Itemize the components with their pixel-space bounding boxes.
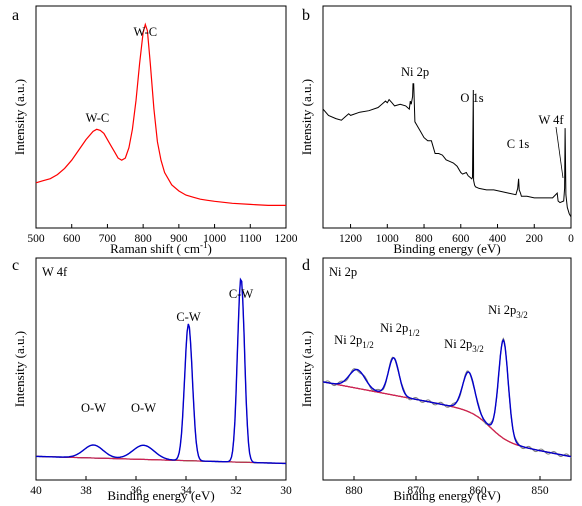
annotations-b: Ni 2p O 1s C 1s W 4f <box>401 65 564 179</box>
y-axis-label-a: Intensity (a.u.) <box>12 79 27 155</box>
x-axis-label-a: Raman shift ( cm-1) <box>110 240 212 256</box>
x-tick-label-b: 400 <box>489 233 507 245</box>
x-tick-label-a: 1000 <box>203 233 226 245</box>
legend-text-d: Ni 2p <box>329 265 357 279</box>
x-tick-label-b: 200 <box>526 233 544 245</box>
element-label-b: Ni 2p <box>401 65 429 79</box>
element-label-b: W 4f <box>538 113 564 127</box>
x-axis-label-d: Binding energy (eV) <box>393 488 500 503</box>
w4f-fit-lines <box>36 277 287 465</box>
component-peak-d <box>322 368 572 458</box>
w4f-pointer-line <box>555 126 564 179</box>
x-tick-label-a: 700 <box>99 233 117 245</box>
panel-label-b: b <box>302 7 310 24</box>
raman-spectrum-line <box>35 22 286 206</box>
x-tick-label-a: 500 <box>27 233 45 245</box>
element-label-b: O 1s <box>460 91 483 105</box>
peak-label-c: O-W <box>131 401 156 415</box>
x-tick-label-a: 600 <box>63 233 81 245</box>
peak-label-c: O-W <box>81 401 106 415</box>
survey-spectrum-line <box>322 83 572 218</box>
envelope-line-d <box>322 338 572 458</box>
x-tick-label-a: 1100 <box>239 233 262 245</box>
plot-frame-d <box>322 257 572 481</box>
y-axis-label-d: Intensity (a.u.) <box>299 331 314 407</box>
panel-b: 1200 1000 800 600 400 200 0 Ni 2pO 1sC 1sW 4f … <box>299 5 574 256</box>
x-tick-label-b: 1000 <box>376 233 399 245</box>
background-line-d <box>322 381 572 458</box>
y-axis-label-c: Intensity (a.u.) <box>12 331 27 407</box>
x-tick-label-c: 36 <box>130 485 142 497</box>
peak-label-c: C-W <box>176 310 201 324</box>
x-tick-label-d: 850 <box>531 485 549 497</box>
panel-d: 880 870 860 850 Ni 2p1/2Ni 2p1/2Ni 2p3/2Ni … <box>299 257 572 503</box>
panel-a: 500 600 700 800 900 1000 1100 1200 W-C W-C Inten… <box>12 5 298 256</box>
x-tick-label-b: 800 <box>415 233 433 245</box>
plot-frame-a <box>35 5 287 229</box>
x-tick-label-a: 900 <box>170 233 188 245</box>
x-axis-label-b: Binding energy (eV) <box>393 241 500 256</box>
annotations-c: O-W O-W C-W C-W <box>81 287 253 415</box>
annotations-d: Ni 2p1/2 Ni 2p1/2 Ni 2p3/2Ni 2p3/2 <box>334 303 528 354</box>
x-tick-label-d: 880 <box>345 485 363 497</box>
panel-label-c: c <box>12 257 19 274</box>
peak-label-d: Ni 2p1/2 <box>380 321 420 338</box>
peak-label-d: Ni 2p1/2 <box>334 333 374 350</box>
peak-label-d: Ni 2p3/2 <box>488 303 528 320</box>
peak-label-c: C-W <box>229 287 254 301</box>
component-peak-d <box>322 338 572 458</box>
envelope-line-c <box>36 277 287 465</box>
annotations-a: W-C W-C <box>86 25 157 125</box>
x-tick-label-c: 38 <box>80 485 92 497</box>
x-tick-label-c: 30 <box>280 485 292 497</box>
x-ticks-c: 40 38 36 34 32 30 <box>30 476 292 497</box>
x-tick-label-d: 870 <box>407 485 425 497</box>
x-ticks-d: 880 870 860 850 <box>345 476 549 497</box>
x-tick-label-d: 860 <box>469 485 487 497</box>
plot-frame-c <box>35 257 287 481</box>
component-peak-d <box>322 371 572 458</box>
y-axis-label-b: Intensity (a.u.) <box>299 79 314 155</box>
x-tick-label-a: 800 <box>135 233 153 245</box>
x-tick-label-b: 1200 <box>339 233 362 245</box>
peak-label-a: W-C <box>133 25 157 39</box>
panel-label-d: d <box>302 257 310 274</box>
x-ticks-a: 500 600 700 800 900 1000 1100 1200 <box>27 224 298 245</box>
peak-label-d: Ni 2p3/2 <box>444 337 484 354</box>
x-tick-label-b: 0 <box>568 233 574 245</box>
x-tick-label-c: 32 <box>230 485 242 497</box>
peak-label-a: W-C <box>86 111 110 125</box>
x-tick-label-c: 40 <box>30 485 42 497</box>
plot-frame-b <box>322 5 572 229</box>
x-tick-label-b: 600 <box>452 233 470 245</box>
x-ticks-b: 1200 1000 800 600 400 200 0 <box>339 224 574 245</box>
panel-c: 40 38 36 34 32 30 O-W O-W C-W C-W W 4f Intensity… <box>12 257 292 503</box>
legend-text-c: W 4f <box>42 265 68 279</box>
raw-data-line-d <box>322 337 572 459</box>
x-tick-label-c: 34 <box>180 485 192 497</box>
ni2p-fit-lines <box>322 337 572 459</box>
x-tick-label-a: 1200 <box>275 233 298 245</box>
element-label-b: C 1s <box>507 137 530 151</box>
panel-label-a: a <box>12 7 19 24</box>
x-axis-label-c: Binding energy (eV) <box>107 488 214 503</box>
